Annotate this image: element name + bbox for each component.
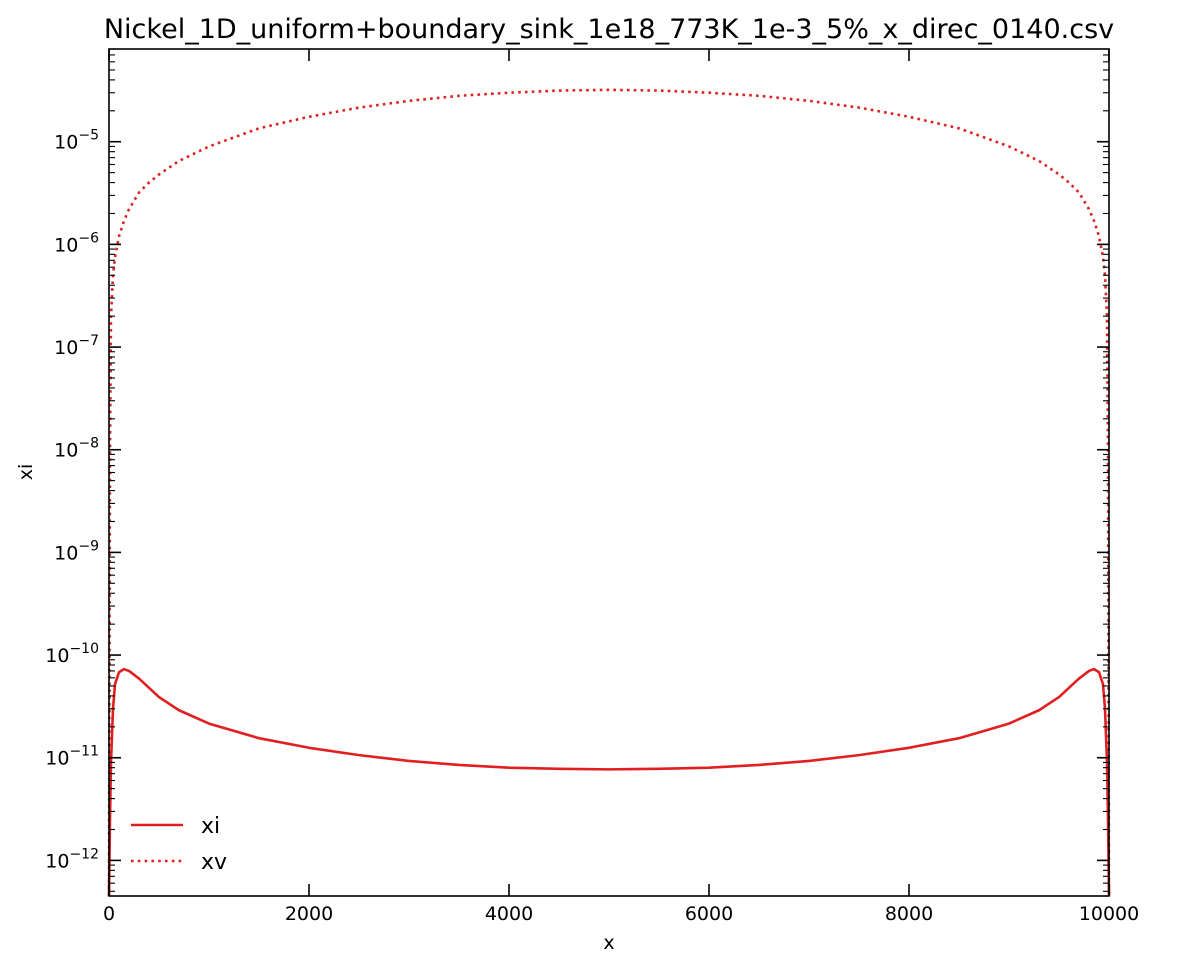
x-tick-label: 4000 [485,903,533,925]
x-tick-label: 2000 [285,903,333,925]
y-axis-ticks: 10−12 10−11 10−10 10−9 10−8 10−7 10−6 10−5 [45,48,1109,892]
legend-label-xi: xi [201,814,220,839]
series-line-xv [107,88,1111,897]
plot-area [107,88,1111,897]
y-tick-label: 10−11 [45,744,99,770]
y-tick-label: 10−6 [54,230,99,256]
x-axis-label: x [603,932,614,954]
y-tick-label: 10−10 [45,641,99,667]
x-tick-label: 10000 [1079,903,1139,925]
y-tick-label: 10−8 [54,436,99,462]
chart-title: Nickel_1D_uniform+boundary_sink_1e18_773… [104,14,1114,45]
x-tick-label: 0 [103,903,115,925]
series-line-xi [107,667,1111,897]
x-tick-label: 8000 [885,903,933,925]
y-tick-label: 10−5 [54,128,99,154]
legend-label-xv: xv [201,850,227,875]
y-tick-label: 10−9 [54,538,99,564]
y-tick-label: 10−12 [45,846,99,872]
legend: xi xv [131,814,227,875]
y-tick-label: 10−7 [54,333,99,359]
x-tick-label: 6000 [685,903,733,925]
y-axis-label: xi [15,464,37,481]
